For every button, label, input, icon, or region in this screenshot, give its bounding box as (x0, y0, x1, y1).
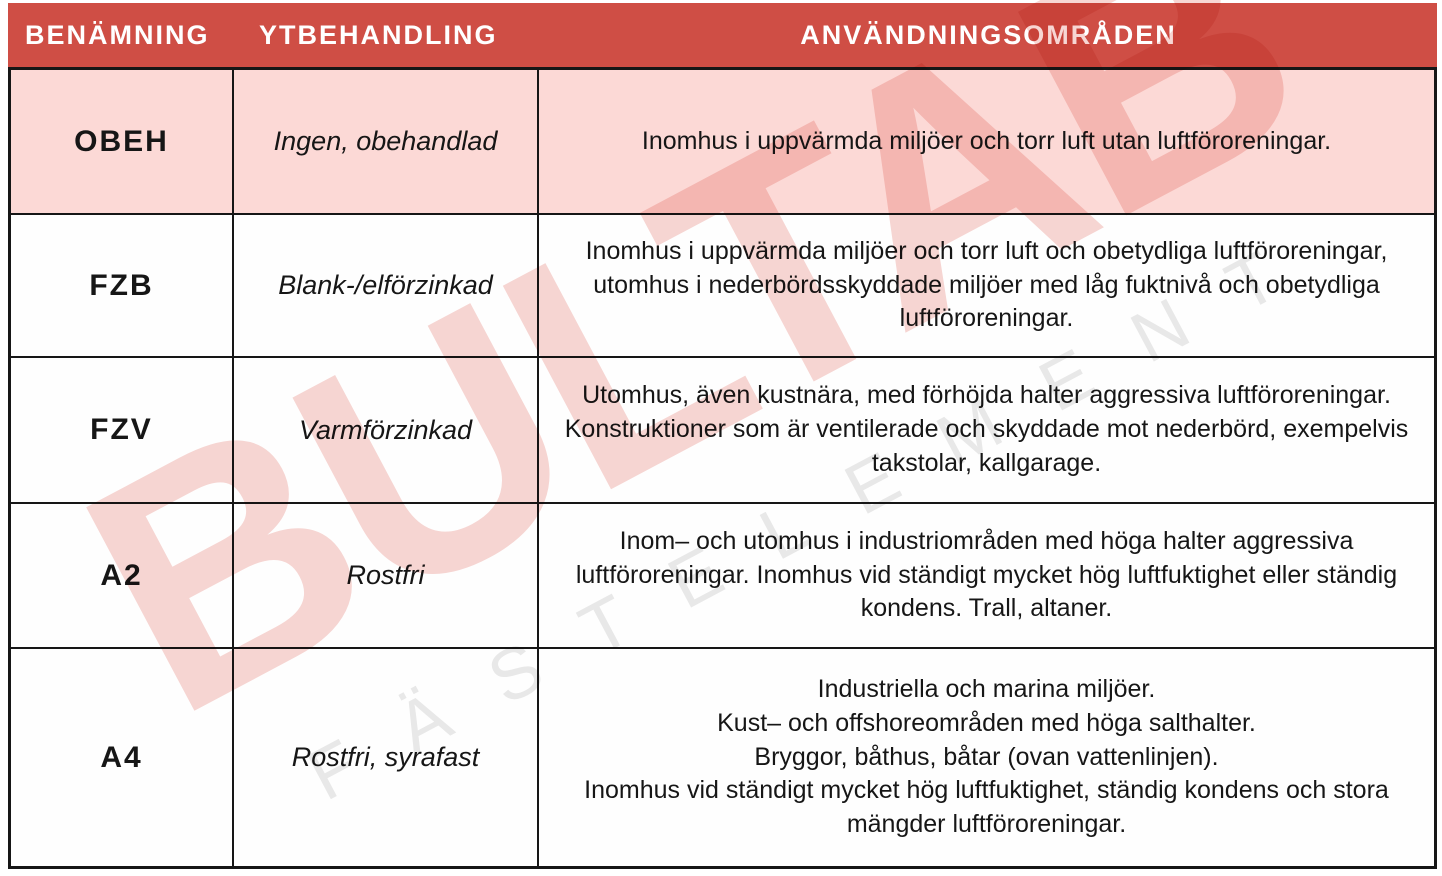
cell-usage: Inom– och utomhus i industriområden med … (575, 526, 1398, 623)
cell-usage: Inomhus i uppvärmda miljöer och torr luf… (585, 236, 1388, 333)
cell-usage: Utomhus, även kustnära, med förhöjda hal… (564, 381, 1409, 477)
cell-code: FZB (11, 215, 234, 356)
cell-treatment: Rostfri (234, 504, 539, 647)
surface-treatment-table: BENÄMNING YTBEHANDLING ANVÄNDNINGSOMRÅDE… (8, 3, 1437, 869)
cell-code: OBEH (11, 70, 234, 213)
cell-usage: Inomhus i uppvärmda miljöer och torr luf… (641, 126, 1332, 155)
table-row-a4: A4 Rostfri, syrafast Industriella och ma… (11, 649, 1434, 866)
cell-code: FZV (11, 358, 234, 502)
cell-treatment: Rostfri, syrafast (234, 649, 539, 866)
table-row-obeh: OBEH Ingen, obehandlad Inomhus i uppvärm… (11, 70, 1434, 215)
table-row-a2: A2 Rostfri Inom– och utomhus i industrio… (11, 504, 1434, 649)
cell-usage: Industriella och marina miljöer. Kust– o… (584, 675, 1389, 839)
table-body: OBEH Ingen, obehandlad Inomhus i uppvärm… (8, 67, 1437, 869)
table-row-fzv: FZV Varmförzinkad Utomhus, även kustnära… (11, 358, 1434, 504)
cell-treatment: Varmförzinkad (234, 358, 539, 502)
cell-code: A2 (11, 504, 234, 647)
cell-treatment: Ingen, obehandlad (234, 70, 539, 213)
cell-code: A4 (11, 649, 234, 866)
column-header-ytbehandling: YTBEHANDLING (259, 19, 498, 50)
table-header-row: BENÄMNING YTBEHANDLING ANVÄNDNINGSOMRÅDE… (8, 3, 1437, 67)
column-header-anvandningsomraden: ANVÄNDNINGSOMRÅDEN (800, 19, 1177, 50)
cell-treatment: Blank-/elförzinkad (234, 215, 539, 356)
table-row-fzb: FZB Blank-/elförzinkad Inomhus i uppvärm… (11, 215, 1434, 358)
column-header-benamning: BENÄMNING (25, 19, 210, 50)
